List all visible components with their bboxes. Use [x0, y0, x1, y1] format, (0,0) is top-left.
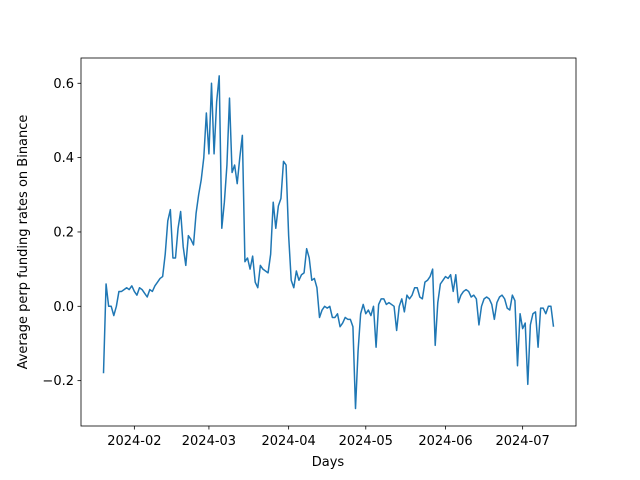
- x-tick-label: 2024-06: [418, 434, 472, 449]
- x-tick-label: 2024-04: [261, 434, 315, 449]
- y-axis-label: Average perp funding rates on Binance: [16, 115, 31, 370]
- y-tick-label: 0.2: [53, 225, 74, 240]
- x-tick-label: 2024-07: [495, 434, 549, 449]
- plot-frame: [80, 57, 577, 427]
- y-tick-label: −0.2: [42, 374, 74, 389]
- y-tick-label: 0.6: [53, 77, 74, 92]
- x-tick-label: 2024-02: [107, 434, 161, 449]
- data-line: [102, 75, 555, 410]
- x-axis-label: Days: [312, 455, 345, 470]
- x-tick-label: 2024-05: [339, 434, 393, 449]
- x-tick-label: 2024-03: [182, 434, 236, 449]
- y-tick-label: 0.0: [53, 300, 74, 315]
- y-tick-label: 0.4: [53, 151, 74, 166]
